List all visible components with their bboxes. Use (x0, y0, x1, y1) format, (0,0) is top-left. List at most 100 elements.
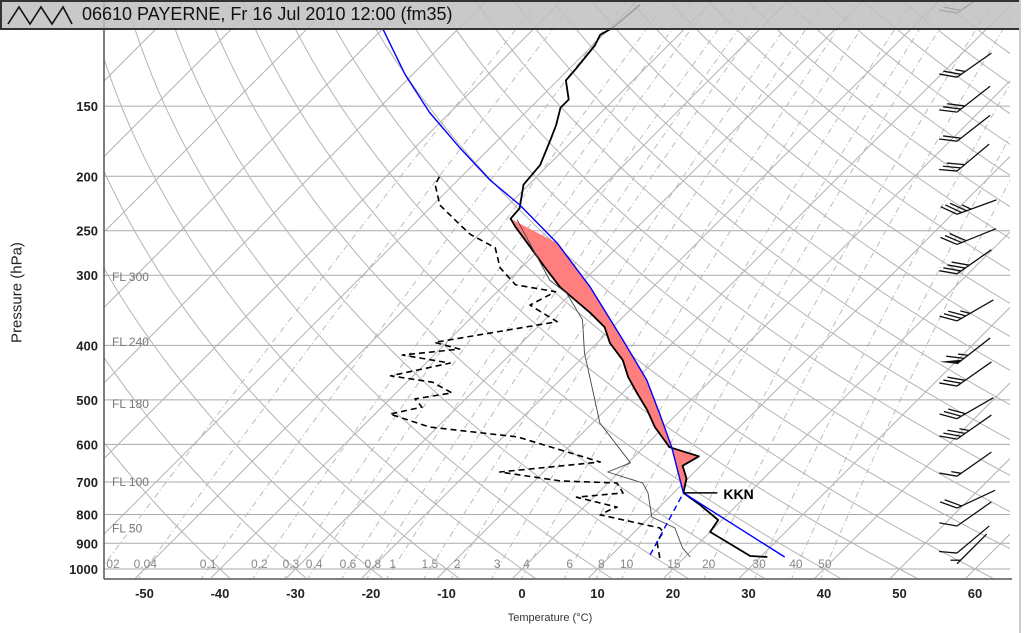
mixing-ratio-label: 0.3 (283, 557, 300, 571)
barb-half (960, 310, 971, 315)
parcel-dewpoint-line (649, 492, 685, 556)
isotherm (436, 4, 1010, 578)
barb-half (958, 353, 969, 356)
isotherm (587, 155, 1010, 578)
cape-fill (510, 218, 699, 493)
wind-barb (939, 299, 994, 322)
mixing-ratio-line (491, 0, 857, 578)
dry-adiabat (902, 0, 1010, 85)
x-tick-label: -30 (286, 586, 305, 601)
mixing-ratio-line (595, 0, 938, 578)
window-border (1019, 0, 1021, 633)
mixing-ratio-label: 0.8 (365, 557, 382, 571)
barb-full (939, 472, 958, 477)
dry-adiabat (708, 0, 1010, 239)
barb-full (939, 501, 958, 509)
wind-barb (939, 451, 992, 477)
barb-full (944, 234, 962, 244)
mixing-ratio-label: 8 (598, 557, 605, 571)
wind-barb (939, 337, 991, 365)
dry-adiabat (104, 356, 307, 578)
mixing-ratio-line (201, 0, 627, 578)
mixing-ratio-label: 15 (667, 557, 681, 571)
dry-adiabat (669, 0, 1010, 272)
mixing-ratio-line (341, 0, 739, 578)
y-tick-label: 300 (76, 268, 98, 283)
x-tick-label: 20 (666, 586, 680, 601)
dry-adiabat (358, 0, 1010, 550)
mixing-ratio-line (754, 83, 1010, 578)
barb-half (961, 204, 972, 210)
dry-adiabat (746, 0, 1010, 208)
barb-staff (956, 501, 992, 527)
wind-barb (940, 199, 997, 215)
mixing-ratio-label: 1 (389, 557, 396, 571)
wind-barb (939, 397, 994, 420)
mixing-ratio-line (703, 16, 1010, 578)
x-tick-label: 60 (968, 586, 982, 601)
barb-staff (956, 85, 991, 113)
barb-full (943, 267, 962, 272)
mixing-ratio-label: 0.4 (306, 557, 323, 571)
mixing-ratio-label: 2 (454, 557, 461, 571)
isotherm (663, 231, 1010, 578)
barb-full (939, 382, 958, 387)
x-axis-title: Temperature (°C) (507, 612, 593, 624)
x-tick-label: 30 (741, 586, 755, 601)
barb-full (939, 550, 958, 554)
y-tick-label: 1000 (69, 562, 98, 577)
flight-level-label: FL 50 (112, 521, 143, 535)
isotherm (104, 0, 413, 309)
mixing-ratio-label: 30 (752, 557, 766, 571)
flight-level-label: FL 300 (112, 270, 149, 284)
mixing-ratio-line (451, 0, 826, 578)
y-tick-label: 200 (76, 169, 98, 184)
barb-staff (956, 143, 990, 172)
barb-full (949, 202, 967, 212)
isotherm (134, 0, 715, 578)
x-tick-label: 50 (892, 586, 906, 601)
dry-adiabat (104, 57, 536, 578)
x-tick-label: 0 (518, 586, 525, 601)
mixing-ratio-label: 10 (620, 557, 634, 571)
mixing-ratio-line (820, 179, 1010, 578)
sounding-zigzag-icon[interactable] (6, 4, 74, 26)
y-tick-label: 900 (76, 536, 98, 551)
barb-staff (956, 361, 992, 387)
mixing-ratio-line (791, 135, 1010, 578)
y-tick-label: 400 (76, 338, 98, 353)
mixing-ratio-label: 0.04 (134, 557, 158, 571)
wind-barb (939, 501, 992, 527)
barb-staff (956, 414, 992, 440)
dry-adiabat (397, 0, 1010, 513)
mixing-ratio-label: 4 (523, 557, 530, 571)
mixing-ratio-label: 20 (702, 557, 716, 571)
dry-adiabat (552, 0, 1010, 371)
barb-staff (956, 451, 992, 477)
dewpoint-line (389, 174, 665, 559)
mixing-ratio-line (564, 0, 914, 578)
mixing-ratio-label: 6 (566, 557, 573, 571)
chart-title: 06610 PAYERNE, Fr 16 Jul 2010 12:00 (fm3… (82, 4, 453, 24)
cape-area (510, 218, 699, 493)
barb-full (939, 270, 958, 275)
y-tick-label: 150 (76, 99, 98, 114)
barb-pennant (939, 359, 963, 364)
mixing-ratio-label: 0.6 (340, 557, 357, 571)
barb-full (939, 435, 958, 440)
wind-barb (939, 489, 996, 509)
mixing-ratio-label: 0.2 (251, 557, 268, 571)
mixing-ratio-line (366, 0, 759, 578)
mixing-ratio-line (252, 0, 668, 578)
barb-full (939, 73, 958, 78)
dry-adiabat (785, 0, 1010, 176)
barb-full (942, 135, 962, 139)
barb-full (942, 106, 962, 110)
isotherm (104, 0, 186, 82)
y-tick-label: 500 (76, 393, 98, 408)
isotherm (104, 0, 337, 233)
barb-staff (956, 489, 996, 509)
x-tick-label: 10 (590, 586, 604, 601)
mixing-ratio-line (284, 0, 694, 578)
mixing-ratio-label: 3 (494, 557, 501, 571)
